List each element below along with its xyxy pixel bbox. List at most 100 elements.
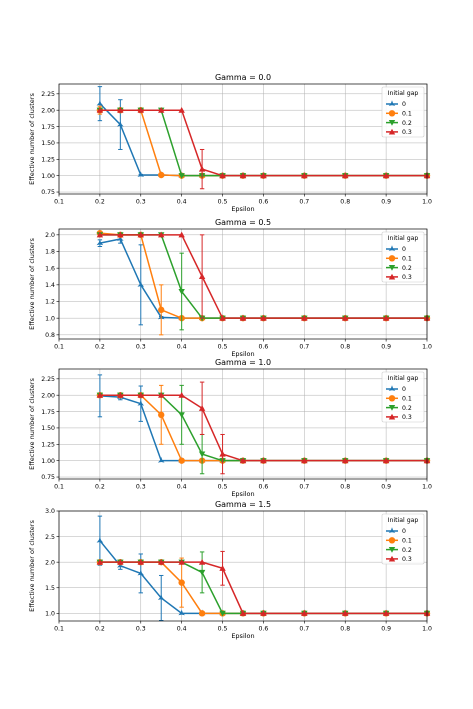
y-tick-label: 0.75 [41,474,55,481]
y-tick-label: 2.25 [41,91,55,98]
x-tick-label: 0.2 [95,344,105,351]
x-tick-label: 0.5 [218,199,228,206]
x-axis-label: Epsilon [231,205,254,213]
x-tick-label: 0.8 [340,626,350,633]
y-axis-label: Effective number of clusters [28,238,36,330]
marker-triangle-up [388,273,396,280]
chart-panel-1: 0.1 0.2 0.3 0.4 0.5 0.6 0.7 0.8 0.9 1.0 0.8 1.0 1.2 1… [28,218,432,358]
chart-title: Gamma = 0.5 [215,218,271,227]
marker-triangle-up [96,558,104,565]
marker-star [388,245,396,251]
marker-circle [158,306,165,314]
marker-triangle-up [158,231,165,238]
x-tick-label: 0.8 [340,199,350,206]
x-tick-label: 0.9 [381,199,391,206]
x-tick-label: 0.7 [299,344,309,351]
marker-star [137,171,145,177]
plot-area [59,229,427,339]
x-tick-label: 0.1 [54,484,64,491]
marker-triangle-down [178,173,185,179]
marker-triangle-up [198,558,206,565]
marker-triangle-up [239,610,247,616]
marker-triangle-up [260,314,267,321]
marker-star [137,569,145,576]
chart-title: Gamma = 0.0 [215,73,271,82]
x-tick-label: 1.0 [422,344,432,351]
x-tick-label: 0.2 [95,199,105,206]
x-tick-label: 0.8 [340,344,350,351]
x-tick-label: 0.4 [177,626,187,633]
marker-triangle-up [117,391,124,398]
legend-entry: 0.3 [402,414,412,421]
y-tick-label: 2.0 [45,559,55,566]
marker-star [157,594,165,600]
y-tick-label: 1.25 [41,156,55,163]
marker-triangle-down [388,547,396,553]
marker-triangle-up [260,172,267,179]
marker-triangle-up [137,231,144,238]
marker-triangle-up [382,457,390,464]
legend-entry: 0.1 [402,396,412,403]
legend-entry: 0.1 [402,111,412,118]
legend-entry: 0.2 [402,547,412,554]
y-tick-label: 2.0 [45,232,55,239]
marker-triangle-up [219,172,226,179]
marker-triangle-up [137,106,144,113]
x-tick-label: 0.8 [340,484,350,491]
marker-triangle-up [260,610,267,616]
y-axis-label: Effective number of clusters [28,520,36,612]
marker-triangle-up [178,558,185,565]
marker-star [388,527,396,533]
marker-triangle-up [239,172,247,179]
marker-triangle-up [96,391,104,398]
marker-triangle-up [137,391,144,398]
legend-entry: 0 [402,246,406,253]
marker-circle [388,110,396,117]
x-tick-label: 0.2 [95,626,105,633]
y-tick-label: 1.75 [41,409,55,416]
marker-triangle-up [219,450,226,457]
marker-triangle-up [158,558,165,565]
x-tick-label: 1.0 [422,484,432,491]
marker-star [388,100,396,106]
legend-title: Initial gap [388,375,419,382]
marker-triangle-down [198,451,206,458]
x-tick-label: 0.4 [177,484,187,491]
marker-triangle-up [301,172,308,179]
chart-panel-0: 0.1 0.2 0.3 0.4 0.5 0.6 0.7 0.8 0.9 1.0 0.75 1.00 1.… [28,73,432,213]
y-axis-label: Effective number of clusters [28,93,36,185]
marker-triangle-down [388,405,396,411]
y-tick-label: 1.0 [45,315,55,322]
marker-star [137,281,145,287]
legend-title: Initial gap [388,90,419,97]
marker-triangle-up [219,565,226,571]
legend-entry: 0.1 [402,256,412,263]
y-tick-label: 1.50 [41,140,55,147]
marker-circle [388,255,396,262]
axes-frame [58,83,428,195]
y-tick-label: 1.00 [41,458,55,465]
x-tick-label: 0.4 [177,199,187,206]
marker-star [117,120,124,127]
y-tick-label: 1.2 [45,299,55,306]
marker-triangle-up [301,457,308,464]
x-axis-label: Epsilon [231,632,254,640]
x-tick-label: 0.7 [299,626,309,633]
y-tick-label: 2.5 [45,534,55,541]
axes-frame [58,510,428,622]
marker-circle [178,457,185,464]
y-tick-label: 0.8 [45,332,55,339]
marker-triangle-up [96,231,104,238]
x-tick-label: 1.0 [422,626,432,633]
y-tick-label: 2.00 [41,392,55,399]
legend-entry: 0.3 [402,274,412,281]
legend-entry: 0.3 [402,556,412,563]
legend-entry: 0.2 [402,405,412,412]
axes-frame [58,228,428,340]
marker-triangle-up [342,172,349,179]
marker-circle [388,537,396,544]
y-tick-label: 1.25 [41,441,55,448]
marker-star [137,399,145,406]
x-tick-label: 0.1 [54,199,64,206]
marker-triangle-up [239,457,247,464]
